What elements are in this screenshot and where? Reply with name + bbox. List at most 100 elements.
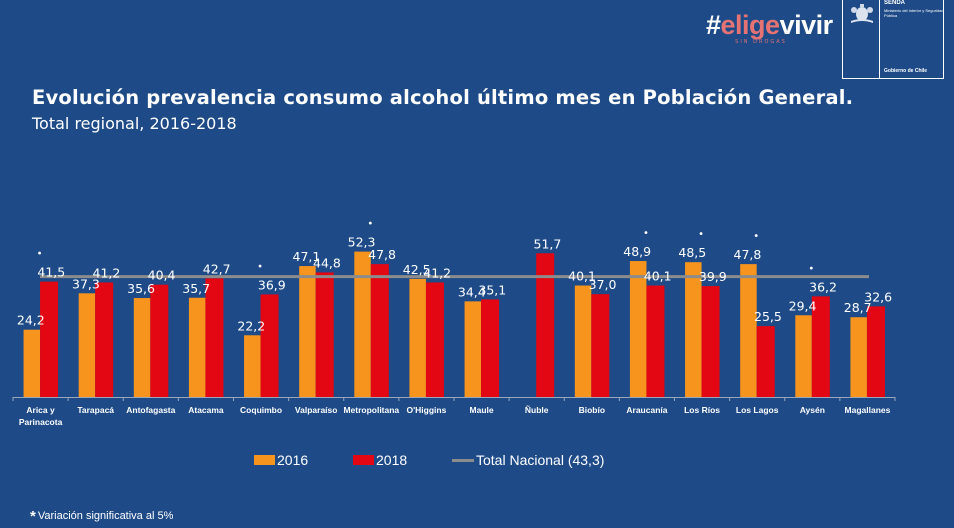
- category-label: Parinacota: [19, 417, 63, 427]
- data-label-2018: 39,9: [699, 269, 727, 284]
- significance-marker: •: [753, 231, 759, 242]
- category-label: Arica y: [26, 405, 55, 415]
- bar-2018: [370, 264, 389, 397]
- data-label-2016: 52,3: [348, 235, 376, 250]
- bar-2016: [133, 298, 151, 397]
- logo-divider: [879, 0, 880, 78]
- footnote: * Variación significativa al 5%: [30, 508, 173, 525]
- significance-marker: •: [808, 263, 814, 274]
- bar-2018: [536, 253, 555, 397]
- bar-2016: [464, 301, 482, 397]
- bar-2016: [244, 335, 261, 397]
- category-label: O'Higgins: [407, 405, 447, 415]
- bar-2018: [150, 284, 169, 397]
- data-label-2018: 36,9: [258, 277, 286, 292]
- data-label-2018: 35,1: [478, 282, 506, 297]
- bar-2016: [299, 266, 316, 397]
- data-label-2016: 47,8: [734, 247, 762, 262]
- data-label-2018: 41,2: [423, 265, 451, 280]
- data-label-2016: 37,3: [72, 276, 100, 291]
- agency-name: SENDA: [884, 0, 906, 6]
- category-label: Maule: [470, 405, 494, 415]
- legend-item-2016: 2016: [254, 452, 308, 468]
- category-label: Valparaíso: [295, 405, 338, 415]
- bar-2016: [629, 261, 647, 397]
- ministry-name: Ministerio del Interior y Seguridad Públ…: [884, 8, 944, 18]
- data-label-2018: 32,6: [864, 289, 892, 304]
- data-label-2016: 28,7: [844, 300, 872, 315]
- category-label: Los Lagos: [736, 405, 779, 415]
- footnote-text: Variación significativa al 5%: [37, 510, 174, 522]
- significance-marker: •: [257, 261, 263, 272]
- data-label-2018: 37,0: [589, 277, 617, 292]
- data-label-2016: 48,5: [678, 245, 706, 260]
- significance-marker: •: [367, 219, 373, 230]
- legend-item-2018: 2018: [353, 452, 407, 468]
- bar-2018: [701, 286, 720, 397]
- data-label-2018: 44,8: [313, 255, 341, 270]
- logo-vivir: vivir: [779, 10, 834, 40]
- data-label-2016: 22,2: [237, 318, 265, 333]
- category-label: Araucanía: [626, 405, 667, 415]
- bar-2016: [354, 251, 371, 397]
- category-label: Ñuble: [525, 405, 549, 415]
- data-label-2018: 41,2: [93, 265, 121, 280]
- bar-2018: [260, 294, 279, 397]
- bar-chart: 24,241,5•Arica yParinacota37,341,2Tarapa…: [12, 219, 896, 427]
- bar-2018: [646, 285, 665, 397]
- significance-marker: •: [37, 249, 43, 260]
- bar-2016: [78, 293, 96, 397]
- eligevivir-logo: #eligevivir SIN DROGAS: [706, 10, 833, 45]
- category-label: Tarapacá: [77, 405, 114, 415]
- data-label-2018: 42,7: [203, 261, 231, 276]
- bar-2016: [850, 317, 867, 397]
- chart-title: Evolución prevalencia consumo alcohol úl…: [32, 86, 854, 109]
- category-label: Coquimbo: [240, 405, 282, 415]
- logo-elige: elige: [720, 10, 781, 40]
- bar-2016: [409, 278, 426, 397]
- category-label: Aysén: [800, 405, 825, 415]
- bar-2018: [866, 306, 885, 397]
- data-label-2016: 48,9: [623, 244, 651, 259]
- bar-2016: [188, 297, 206, 397]
- data-label-2016: 35,7: [182, 281, 210, 296]
- data-label-2016: 29,4: [789, 298, 817, 313]
- significance-marker: •: [643, 228, 649, 239]
- legend-label-national: Total Nacional (43,3): [476, 452, 605, 468]
- bar-2016: [740, 264, 757, 397]
- chart-subtitle: Total regional, 2016-2018: [32, 114, 237, 133]
- category-label: Atacama: [188, 405, 224, 415]
- bar-2018: [425, 282, 444, 397]
- bar-2018: [591, 294, 610, 397]
- significance-marker: •: [698, 229, 704, 240]
- data-label-2016: 34,4: [458, 284, 486, 299]
- legend-item-national: Total Nacional (43,3): [452, 452, 604, 468]
- category-label: Los Ríos: [684, 405, 720, 415]
- legend-swatch-2018: [353, 455, 374, 465]
- footnote-star: *: [30, 508, 36, 525]
- bar-2018: [811, 296, 830, 397]
- legend-line-national: [452, 458, 474, 462]
- bar-2016: [574, 285, 592, 397]
- data-label-2016: 40,1: [568, 269, 596, 284]
- category-label: Magallanes: [845, 405, 891, 415]
- bar-2018: [40, 281, 59, 397]
- data-label-2018: 47,8: [368, 247, 396, 262]
- bar-2018: [756, 326, 775, 397]
- legend-swatch-2016: [254, 455, 275, 465]
- data-label-2016: 42,5: [403, 262, 431, 277]
- data-label-2018: 40,1: [644, 269, 672, 284]
- bar-2018: [481, 299, 500, 397]
- coat-of-arms-icon: [851, 4, 873, 23]
- bar-2016: [685, 262, 702, 397]
- bar-2018: [205, 278, 224, 397]
- bar-2016: [23, 329, 41, 397]
- legend-label-2016: 2016: [277, 452, 309, 468]
- data-label-2016: 24,2: [17, 313, 45, 328]
- data-label-2018: 36,2: [809, 279, 837, 294]
- category-label: Metropolitana: [343, 405, 399, 415]
- bar-2016: [795, 315, 812, 397]
- bar-2018: [315, 272, 334, 397]
- data-label-2018: 40,4: [148, 268, 176, 283]
- logo-hash: #: [706, 10, 721, 40]
